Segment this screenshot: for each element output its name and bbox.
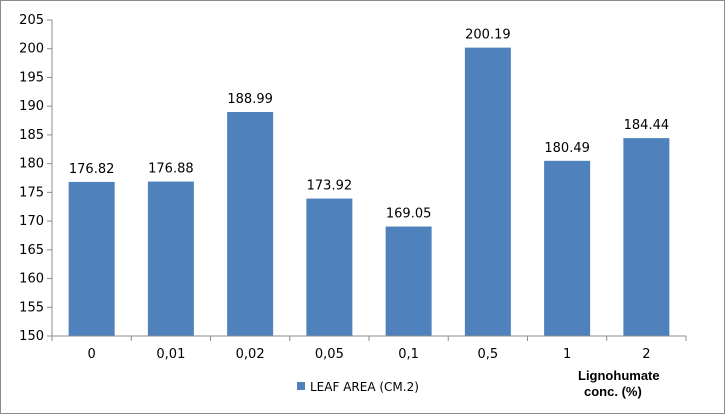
bar-value-label: 169.05 bbox=[386, 207, 432, 222]
x-tick-label: 0,5 bbox=[478, 347, 499, 362]
y-tick-label: 160 bbox=[19, 272, 44, 287]
y-tick-label: 150 bbox=[19, 329, 44, 344]
bar-value-label: 184.44 bbox=[624, 118, 670, 133]
x-axis-ticks: 0 0,01 0,02 0,05 0,1 0,5 1 2 bbox=[51, 336, 687, 362]
x-axis-title-line-1: Lignohumate bbox=[578, 368, 660, 383]
x-tick-label: 0,1 bbox=[398, 347, 419, 362]
bar-value-label: 180.49 bbox=[544, 141, 590, 156]
y-tick-label: 175 bbox=[19, 185, 44, 200]
legend-swatch bbox=[297, 382, 305, 390]
bar-value-label: 176.88 bbox=[148, 162, 194, 177]
data-labels: 176.82 176.88 188.99 173.92 169.05 200.19 180.… bbox=[69, 28, 669, 222]
y-tick-label: 185 bbox=[19, 128, 44, 143]
y-tick-label: 195 bbox=[19, 70, 44, 85]
x-tick-label: 0,02 bbox=[236, 347, 265, 362]
bar bbox=[464, 47, 511, 337]
bars bbox=[68, 47, 670, 337]
legend-label: LEAF AREA (CM.2) bbox=[310, 380, 419, 394]
y-tick-label: 165 bbox=[19, 243, 44, 258]
legend: LEAF AREA (CM.2) bbox=[297, 380, 419, 394]
x-tick-label: 1 bbox=[563, 347, 571, 362]
x-tick-label: 2 bbox=[642, 347, 650, 362]
bar bbox=[385, 226, 432, 336]
bar-value-label: 188.99 bbox=[227, 92, 273, 107]
bar-value-label: 176.82 bbox=[69, 162, 115, 177]
bar bbox=[227, 111, 274, 336]
x-axis-title-line-2: conc. (%) bbox=[584, 384, 642, 399]
bar-value-label: 173.92 bbox=[307, 179, 353, 194]
y-tick-label: 200 bbox=[19, 42, 44, 57]
x-tick-label: 0 bbox=[87, 347, 95, 362]
bar bbox=[68, 181, 115, 336]
bar-value-label: 200.19 bbox=[465, 28, 511, 43]
y-tick-label: 155 bbox=[19, 300, 44, 315]
bar bbox=[623, 138, 670, 336]
bar bbox=[544, 160, 591, 336]
x-tick-label: 0,01 bbox=[156, 347, 185, 362]
bar bbox=[147, 181, 194, 336]
bar bbox=[306, 198, 353, 336]
y-axis-ticks: 150 155 160 165 170 175 180 185 190 195 200 205 bbox=[19, 13, 52, 344]
y-tick-label: 170 bbox=[19, 214, 44, 229]
y-tick-label: 190 bbox=[19, 99, 44, 114]
y-tick-label: 180 bbox=[19, 157, 44, 172]
y-tick-label: 205 bbox=[19, 13, 44, 28]
x-tick-label: 0,05 bbox=[315, 347, 344, 362]
